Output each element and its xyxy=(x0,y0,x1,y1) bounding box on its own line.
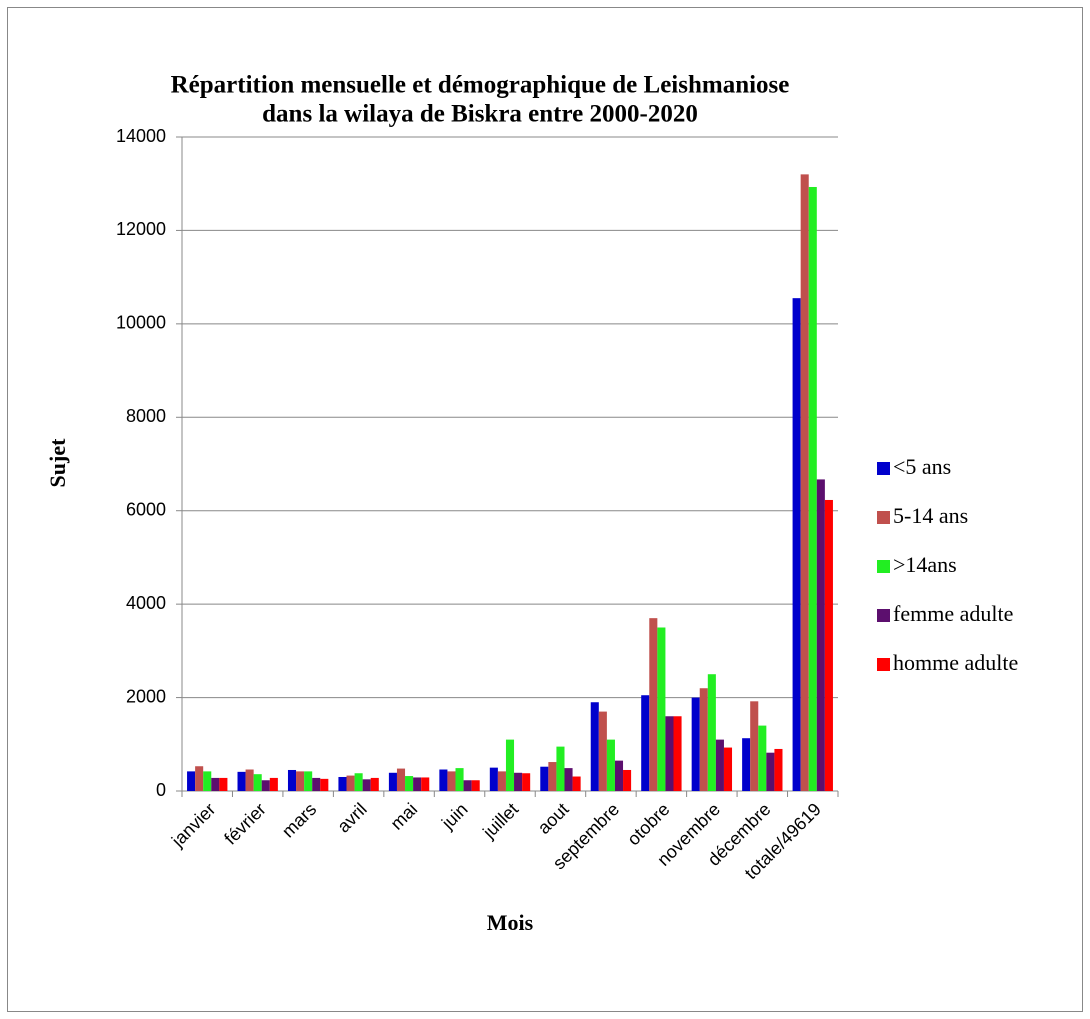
bar xyxy=(816,479,825,791)
bar xyxy=(522,773,531,791)
bar xyxy=(800,174,809,791)
bar xyxy=(497,771,506,791)
y-tick-label: 14000 xyxy=(116,126,166,146)
bar xyxy=(370,777,379,791)
legend-swatch xyxy=(877,560,890,573)
legend-label: <5 ans xyxy=(893,454,951,479)
legend-label: femme adulte xyxy=(893,601,1013,626)
chart-title: Répartition mensuelle et démographique d… xyxy=(171,72,790,99)
bar xyxy=(396,768,406,791)
legend-swatch xyxy=(877,609,890,622)
bar xyxy=(312,777,321,791)
bar xyxy=(405,776,414,791)
bar xyxy=(540,766,549,791)
legend-label: >14ans xyxy=(893,552,957,577)
bar xyxy=(304,771,313,791)
legend-label: homme adulte xyxy=(893,650,1018,675)
bar xyxy=(699,688,708,791)
bar xyxy=(824,499,833,791)
bar xyxy=(455,768,464,791)
bar xyxy=(219,777,228,791)
chart-title: dans la wilaya de Biskra entre 2000-2020 xyxy=(262,101,698,128)
bar xyxy=(548,762,557,791)
bar xyxy=(556,746,565,791)
bar xyxy=(421,777,430,791)
bar xyxy=(614,760,624,791)
bar xyxy=(598,711,607,791)
bar xyxy=(413,777,422,791)
bar xyxy=(590,702,599,791)
bar xyxy=(253,774,262,791)
bar xyxy=(296,771,305,791)
chart-frame xyxy=(7,7,1083,1012)
bar xyxy=(320,778,329,791)
bar xyxy=(388,772,397,791)
bar xyxy=(673,716,682,791)
x-axis-label: Mois xyxy=(487,910,534,935)
bar xyxy=(572,776,581,791)
bar xyxy=(691,697,700,791)
bar xyxy=(808,186,817,792)
bar xyxy=(505,739,515,791)
bar xyxy=(750,701,759,791)
bar xyxy=(606,739,615,791)
y-axis-label: Sujet xyxy=(45,438,70,488)
y-tick-label: 4000 xyxy=(126,593,166,613)
bar xyxy=(489,767,498,791)
bar xyxy=(723,747,733,791)
bar xyxy=(766,752,775,791)
y-tick-label: 6000 xyxy=(126,499,166,519)
bar xyxy=(346,775,355,791)
bar xyxy=(715,739,724,791)
y-tick-label: 12000 xyxy=(116,219,166,239)
bar xyxy=(649,618,658,791)
legend-label: 5-14 ans xyxy=(893,503,968,528)
bar xyxy=(657,627,666,791)
y-tick-label: 10000 xyxy=(116,313,166,333)
bar xyxy=(338,776,347,791)
bar xyxy=(287,769,297,791)
bar xyxy=(665,716,674,791)
bar xyxy=(203,771,212,791)
bar xyxy=(742,738,751,791)
y-tick-label: 0 xyxy=(156,780,166,800)
bar xyxy=(641,695,650,791)
bar xyxy=(514,772,523,791)
bar xyxy=(623,769,632,791)
bar xyxy=(471,780,480,791)
bar xyxy=(362,779,371,791)
bar xyxy=(447,771,456,791)
bar xyxy=(354,773,363,791)
bar xyxy=(187,771,196,791)
bar xyxy=(245,769,254,791)
bar xyxy=(758,725,767,791)
bar xyxy=(707,674,716,791)
legend-swatch xyxy=(877,658,890,671)
bar xyxy=(439,769,448,791)
bar xyxy=(774,748,783,791)
legend-swatch xyxy=(877,462,890,475)
bar xyxy=(463,780,472,791)
bar xyxy=(237,771,246,791)
bar xyxy=(211,777,220,791)
bar xyxy=(261,780,270,791)
bar xyxy=(195,766,204,791)
bar xyxy=(564,768,573,791)
y-tick-label: 2000 xyxy=(126,686,166,706)
bar xyxy=(269,777,278,791)
legend-swatch xyxy=(877,511,890,524)
bar xyxy=(792,298,801,791)
y-tick-label: 8000 xyxy=(126,406,166,426)
